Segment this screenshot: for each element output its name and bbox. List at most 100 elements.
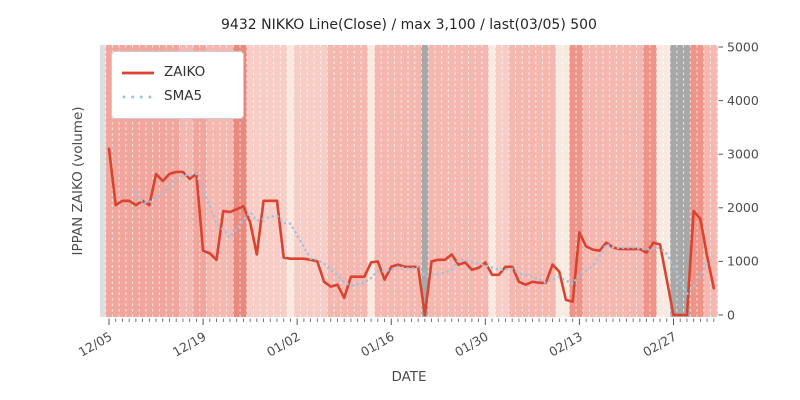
day-band bbox=[414, 45, 422, 317]
day-band bbox=[273, 45, 281, 317]
day-band bbox=[609, 45, 617, 317]
day-band bbox=[448, 45, 456, 317]
day-band bbox=[105, 45, 113, 317]
day-band bbox=[186, 45, 194, 317]
chart-title: 9432 NIKKO Line(Close) / max 3,100 / las… bbox=[221, 17, 597, 33]
day-band bbox=[481, 45, 489, 317]
day-band bbox=[596, 45, 604, 317]
day-band bbox=[381, 45, 389, 317]
day-band bbox=[293, 45, 301, 317]
day-band bbox=[233, 45, 241, 317]
day-band bbox=[582, 45, 590, 317]
y-tick-label: 2000 bbox=[727, 200, 759, 215]
day-band bbox=[623, 45, 631, 317]
y-tick-label: 5000 bbox=[727, 39, 759, 54]
day-band bbox=[334, 45, 342, 317]
day-band bbox=[119, 45, 127, 317]
day-band bbox=[367, 45, 375, 317]
left-edge-pad-band bbox=[100, 45, 106, 317]
legend-item-zaiko: ZAIKO bbox=[121, 61, 233, 85]
day-band bbox=[656, 45, 664, 317]
day-band bbox=[240, 45, 248, 317]
day-band bbox=[287, 45, 295, 317]
x-tick-label: 01/02 bbox=[264, 329, 303, 360]
day-band bbox=[260, 45, 268, 317]
day-band bbox=[408, 45, 416, 317]
day-band bbox=[179, 45, 187, 317]
day-band bbox=[213, 45, 221, 317]
day-band bbox=[246, 45, 254, 317]
day-band bbox=[226, 45, 234, 317]
day-band bbox=[535, 45, 543, 317]
day-band bbox=[663, 45, 671, 317]
legend-box: ZAIKO SMA5 bbox=[111, 51, 244, 119]
y-tick-label: 1000 bbox=[727, 254, 759, 269]
day-band bbox=[636, 45, 644, 317]
day-band bbox=[152, 45, 160, 317]
day-band bbox=[340, 45, 348, 317]
y-tick-label: 0 bbox=[727, 307, 735, 322]
day-band bbox=[515, 45, 523, 317]
x-tick-labels: 12/05 12/19 01/02 01/16 01/30 02/13 02/27 bbox=[76, 329, 679, 360]
day-band bbox=[690, 45, 698, 317]
day-band bbox=[374, 45, 382, 317]
day-band bbox=[461, 45, 469, 317]
day-band bbox=[307, 45, 315, 317]
day-band bbox=[387, 45, 395, 317]
day-band bbox=[629, 45, 637, 317]
day-band bbox=[576, 45, 584, 317]
day-band bbox=[253, 45, 261, 317]
day-band bbox=[495, 45, 503, 317]
day-band bbox=[488, 45, 496, 317]
x-axis-ticks bbox=[108, 318, 715, 325]
day-band bbox=[421, 45, 429, 317]
day-band bbox=[132, 45, 140, 317]
day-band bbox=[361, 45, 368, 317]
day-band bbox=[125, 45, 133, 317]
day-band bbox=[468, 45, 476, 317]
legend-label-sma5: SMA5 bbox=[164, 88, 203, 105]
day-band bbox=[219, 45, 227, 317]
y-tick-label: 3000 bbox=[727, 147, 759, 162]
day-band bbox=[313, 45, 321, 317]
day-band bbox=[569, 45, 577, 317]
day-band bbox=[327, 45, 335, 317]
x-tick-label: 02/13 bbox=[546, 329, 585, 360]
day-band bbox=[616, 45, 624, 317]
day-band bbox=[602, 45, 610, 317]
day-band bbox=[562, 45, 570, 317]
sma5-dotted-swatch-icon bbox=[122, 95, 155, 99]
legend-label-zaiko: ZAIKO bbox=[164, 64, 206, 81]
right-edge-pad-band bbox=[717, 45, 718, 317]
day-band bbox=[428, 45, 436, 317]
day-band bbox=[139, 45, 147, 317]
day-band bbox=[589, 45, 597, 317]
day-band bbox=[542, 45, 550, 317]
day-band bbox=[354, 45, 362, 317]
x-axis-label: DATE bbox=[391, 369, 427, 385]
x-tick-label: 02/27 bbox=[640, 329, 679, 360]
day-band bbox=[266, 45, 274, 317]
x-tick-label: 12/19 bbox=[170, 329, 209, 360]
day-band bbox=[441, 45, 449, 317]
day-band bbox=[697, 45, 704, 317]
day-band bbox=[206, 45, 214, 317]
day-band bbox=[643, 45, 651, 317]
day-band bbox=[508, 45, 516, 317]
legend-item-sma5: SMA5 bbox=[121, 85, 233, 109]
day-band bbox=[394, 45, 402, 317]
zaiko-line-swatch-icon bbox=[122, 71, 154, 75]
day-band bbox=[320, 45, 328, 317]
day-band bbox=[549, 45, 557, 317]
x-tick-label: 01/30 bbox=[452, 329, 491, 360]
day-band bbox=[112, 45, 120, 317]
y-axis-ticks: 0 1000 2000 3000 4000 5000 bbox=[718, 39, 759, 322]
day-band bbox=[300, 45, 308, 317]
day-band bbox=[172, 45, 180, 317]
day-band bbox=[475, 45, 483, 317]
day-band bbox=[710, 45, 718, 317]
day-band bbox=[199, 45, 207, 317]
x-tick-label: 12/05 bbox=[76, 329, 115, 360]
